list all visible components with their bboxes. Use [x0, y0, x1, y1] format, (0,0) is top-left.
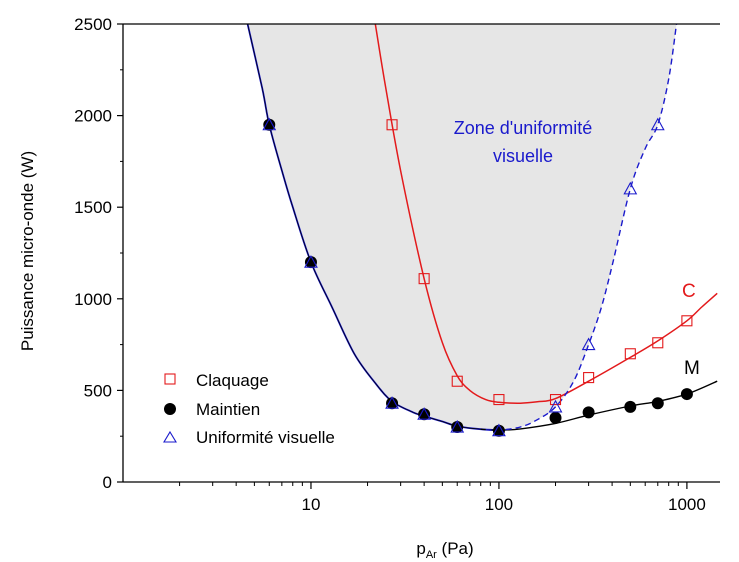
maintien-point	[492, 424, 505, 437]
maintien-point	[386, 397, 399, 410]
uniformite-point	[581, 337, 596, 351]
y-tick-label: 500	[84, 381, 112, 400]
maintien-point	[651, 397, 664, 410]
maintien-point	[418, 408, 431, 421]
maintien-point	[624, 400, 637, 413]
y-tick-label: 2000	[74, 107, 112, 126]
maintien-point	[451, 421, 464, 434]
curve-label-c: C	[682, 281, 696, 302]
uniformite-point	[385, 396, 399, 409]
y-tick-label: 1000	[74, 290, 112, 309]
legend-uniformite-label: Uniformité visuelle	[196, 428, 335, 447]
x-axis-label-unit: (Pa)	[437, 539, 474, 558]
uniformite-point	[262, 117, 277, 131]
claquage-point	[583, 372, 595, 384]
legend-uniformite-marker	[163, 430, 177, 443]
claquage-point	[418, 273, 430, 285]
y-tick-label: 2500	[74, 15, 112, 34]
legend-maintien-label: Maintien	[196, 400, 260, 419]
zone-label-line1: Zone d'uniformité	[454, 118, 593, 138]
x-axis-label-main: p	[416, 539, 425, 558]
claquage-point	[624, 348, 636, 360]
claquage-point	[549, 394, 562, 406]
y-tick-label: 0	[103, 473, 112, 492]
maintien-point	[304, 256, 317, 269]
x-tick-label: 1000	[668, 495, 706, 514]
claquage-point	[386, 119, 398, 131]
legend-maintien-marker	[164, 403, 176, 415]
x-axis-label: pAr (Pa)	[416, 539, 473, 561]
curve-label-m: M	[684, 358, 700, 379]
claquage-fit-curve	[374, 24, 718, 404]
y-tick-label: 1500	[74, 198, 112, 217]
y-axis-label: Puissance micro-onde (W)	[18, 151, 37, 351]
maintien-point	[263, 118, 276, 131]
legend: Claquage Maintien Uniformité visuelle	[163, 371, 335, 447]
claquage-point	[451, 375, 463, 387]
maintien-point	[582, 406, 595, 419]
claquage-point	[681, 315, 693, 327]
uniformite-point	[548, 399, 563, 413]
x-tick-label: 10	[302, 495, 321, 514]
claquage-point	[652, 337, 664, 349]
uniformite-point	[623, 181, 638, 195]
uniformite-point	[492, 423, 506, 437]
x-tick-label: 100	[485, 495, 513, 514]
uniformity-zone	[247, 24, 677, 431]
uniformite-fit-curve-dashed	[485, 24, 678, 432]
claquage-point	[493, 394, 505, 406]
axes: 0 500 1000 1500 2000 2500 10 100 1000	[74, 15, 720, 514]
data-markers	[262, 117, 693, 437]
maintien-point	[549, 411, 562, 424]
zone-label-line2: visuelle	[493, 146, 553, 166]
x-axis-label-sub: Ar	[426, 549, 437, 561]
legend-claquage-label: Claquage	[196, 371, 269, 390]
uniformity-zone-fill	[247, 24, 677, 431]
uniformite-point	[650, 117, 665, 131]
uniformite-point	[417, 407, 432, 420]
uniformite-point	[304, 255, 318, 268]
maintien-fit-curve-left	[247, 24, 499, 431]
uniformite-point	[450, 419, 465, 433]
maintien-point	[680, 388, 693, 401]
legend-claquage-marker	[164, 373, 176, 385]
